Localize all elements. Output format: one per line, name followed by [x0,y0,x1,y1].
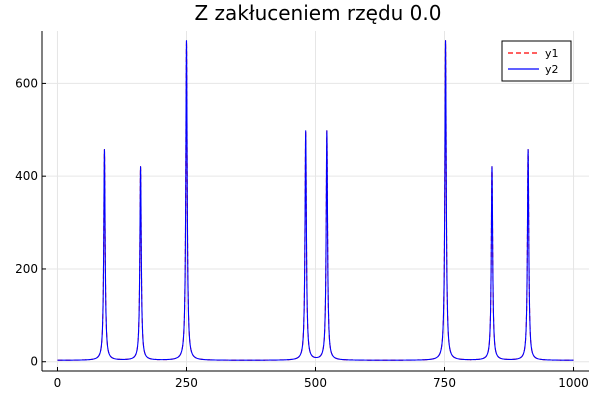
x-tick-label: 250 [175,376,198,390]
legend-box [501,40,572,82]
y-tick-label: 600 [15,76,38,90]
x-tick-label: 500 [304,376,327,390]
x-tick-label: 1000 [558,376,589,390]
y-tick-label: 0 [30,355,38,369]
legend-label-y1: y1 [545,47,559,60]
axis-ticks: 0 250 500 750 1000 0 200 400 600 [15,76,589,390]
y-tick-label: 200 [15,262,38,276]
chart-title: Z zakłuceniem rzędu 0.0 [195,1,442,25]
legend: y1 y2 [501,40,572,82]
x-tick-label: 750 [433,376,456,390]
grid [42,31,589,371]
plot-area [57,40,574,361]
legend-label-y2: y2 [545,63,559,76]
x-tick-label: 0 [54,376,62,390]
series-line-y2 [57,40,574,361]
y-tick-label: 400 [15,169,38,183]
